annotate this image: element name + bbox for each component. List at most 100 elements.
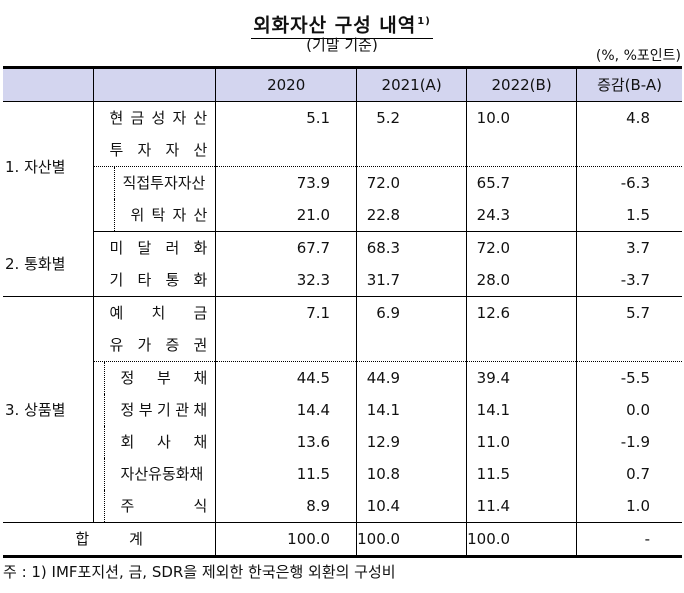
item-cell: 직접투자자산: [93, 166, 217, 199]
value-2022: 65.7: [466, 166, 578, 199]
value-change: [577, 329, 682, 362]
value-change: -3.7: [576, 264, 682, 297]
value-2021: 10.8: [356, 458, 468, 490]
value-change: 1.5: [576, 199, 682, 232]
group-label: 2. 통화별: [3, 231, 94, 297]
value-2022: 24.3: [466, 199, 578, 232]
value-2020: 73.9: [215, 166, 358, 199]
value-change: 0.7: [626, 465, 650, 483]
total-row: 합계 100.0 100.0 100.0 -: [3, 522, 682, 558]
value-2022: [466, 329, 578, 362]
value-2021: 22.8: [356, 199, 468, 232]
value-2022: 10.0: [466, 101, 578, 134]
value-2020: 14.4: [215, 394, 358, 426]
table-row: 자산유동화채 11.5 10.8 11.5 0.7: [3, 458, 682, 490]
value-2022: 11.4: [466, 490, 578, 523]
header-item: [93, 66, 217, 102]
value-2020: 21.0: [215, 199, 358, 232]
value-change: 4.8: [626, 109, 650, 127]
value-2020: [215, 134, 358, 167]
value-2021: [356, 134, 468, 167]
value-change: [577, 134, 682, 167]
total-change: -: [576, 522, 682, 558]
value-2021: 14.1: [356, 394, 468, 426]
value-2021: 10.4: [356, 490, 468, 523]
value-2021: 68.3: [356, 231, 468, 264]
header-category: [3, 66, 94, 102]
value-2022: 39.4: [466, 361, 578, 394]
value-2022: 28.0: [466, 264, 578, 297]
value-2021: 31.7: [356, 264, 468, 297]
value-2020: 44.5: [215, 361, 358, 394]
header-2021: 2021(A): [356, 66, 468, 102]
value-2020: 67.7: [215, 231, 358, 264]
total-2021: 100.0: [356, 522, 468, 558]
value-2020: 8.9: [215, 490, 358, 523]
value-2021: 12.9: [356, 426, 468, 458]
value-2020: 32.3: [215, 264, 358, 297]
value-2021: 44.9: [356, 361, 468, 394]
value-2020: 7.1: [215, 296, 358, 329]
header-2020: 2020: [215, 66, 358, 102]
table-row: 직접투자자산 73.9 72.0 65.7 -6.3: [3, 166, 682, 199]
value-2020: 5.1: [215, 101, 358, 134]
unit-label: (%, %포인트): [595, 48, 681, 64]
value-2022: 12.6: [466, 296, 578, 329]
subtitle: (기말 기준): [306, 36, 378, 54]
value-change: 5.7: [626, 304, 650, 322]
item-label: 직접투자자산: [113, 167, 216, 199]
header-row: 2020 2021(A) 2022(B) 증감(B-A): [3, 66, 682, 102]
total-2020: 100.0: [215, 522, 358, 558]
value-2022: [466, 134, 578, 167]
title-footnote-mark: 1): [417, 16, 431, 27]
title-text: 외화자산 구성 내역: [253, 14, 417, 37]
value-2022: 11.5: [466, 458, 578, 490]
value-change: -5.5: [576, 361, 682, 394]
value-2021: [356, 329, 468, 362]
value-2022: 14.1: [466, 394, 578, 426]
header-2022: 2022(B): [466, 66, 578, 102]
value-2020: 13.6: [215, 426, 358, 458]
page-title: 외화자산 구성 내역1): [251, 10, 433, 40]
value-change: 1.0: [576, 490, 682, 523]
value-change: 3.7: [626, 239, 650, 257]
total-2022: 100.0: [466, 522, 578, 558]
value-2020: [215, 329, 358, 362]
value-2020: 11.5: [215, 458, 358, 490]
header-change: 증감(B-A): [576, 66, 682, 102]
value-2021: 6.9: [356, 296, 468, 329]
item-cell: 자산유동화채: [93, 458, 217, 490]
group-label: 3. 상품별: [3, 296, 94, 523]
value-2022: 72.0: [466, 231, 578, 264]
footnote: 주 : 1) IMF포지션, 금, SDR을 제외한 한국은행 외환의 구성비: [3, 563, 396, 581]
title-wrap: 외화자산 구성 내역1): [0, 10, 684, 40]
value-2022: 11.0: [466, 426, 578, 458]
